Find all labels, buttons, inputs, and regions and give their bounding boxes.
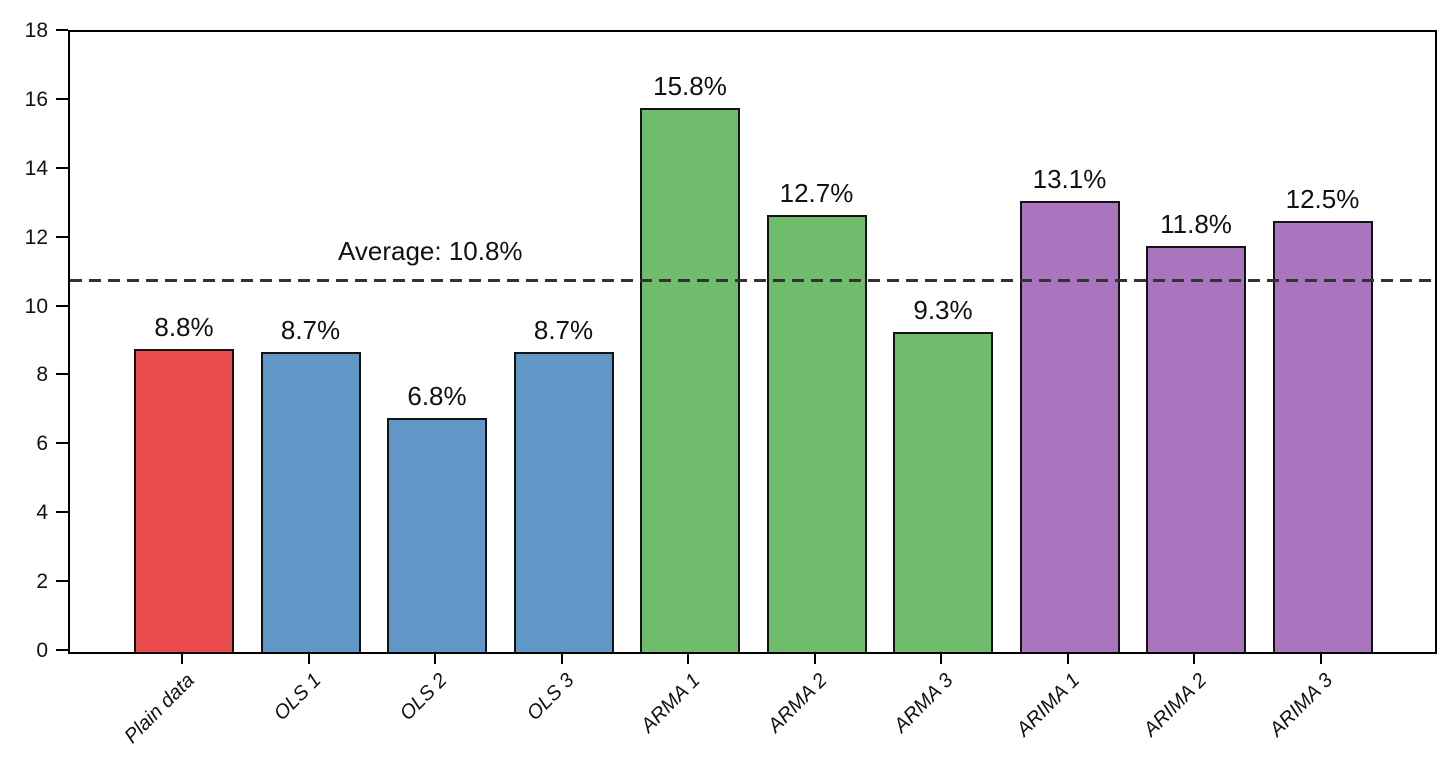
y-axis-tick	[56, 304, 68, 307]
x-axis-tick	[687, 652, 689, 664]
x-axis-tick	[1319, 652, 1322, 664]
y-axis-tick	[56, 235, 68, 238]
x-axis-category-label: ARIMA 2	[1139, 669, 1211, 741]
y-axis-tick-label: 14	[24, 156, 48, 180]
y-axis-tick	[56, 580, 68, 583]
y-axis-tick-label: 18	[24, 19, 48, 42]
y-axis-tick-label: 6	[36, 432, 48, 456]
bar-arma-2	[766, 214, 867, 652]
y-axis-tick-label: 10	[24, 294, 48, 318]
bar-ols-1	[260, 352, 361, 652]
x-axis-tick	[940, 652, 942, 664]
bar-value-label: 8.8%	[154, 311, 214, 342]
x-axis-category-label: Plain data	[120, 669, 199, 748]
bar-value-label: 11.8%	[1160, 208, 1232, 239]
x-axis-tick	[181, 652, 183, 664]
bar-value-label: 8.7%	[533, 315, 594, 346]
bar-arma-3	[893, 331, 993, 652]
x-axis-category-label: ARMA 1	[637, 669, 705, 737]
bar-ols-2	[387, 417, 487, 652]
x-axis-category-label: ARMA 2	[763, 669, 832, 737]
y-axis-tick-label: 4	[36, 501, 48, 525]
average-line	[70, 278, 1435, 282]
y-axis-tick-label: 8	[36, 363, 48, 387]
bar-value-label: 13.1%	[1032, 163, 1107, 194]
y-axis-tick	[56, 511, 68, 514]
y-axis-tick	[56, 649, 68, 651]
bar-plain-data	[134, 348, 234, 652]
x-axis-category-label: ARIMA 1	[1012, 669, 1085, 741]
x-axis-tick	[560, 652, 563, 664]
bar-value-label: 8.7%	[280, 315, 341, 346]
bar-value-label: 6.8%	[407, 380, 467, 411]
bar-arma-1	[640, 107, 740, 652]
x-axis-category-label: ARMA 3	[890, 669, 958, 737]
bar-ols-3	[513, 352, 614, 652]
y-axis-tick	[56, 373, 68, 376]
bar-arima-2	[1146, 245, 1246, 652]
bar-arima-1	[1019, 200, 1120, 652]
bar-arima-3	[1272, 221, 1373, 652]
x-axis-tick	[1066, 652, 1069, 664]
y-axis-tick-label: 16	[24, 87, 48, 111]
x-axis-tick	[813, 652, 816, 664]
x-axis-category-label: OLS 1	[269, 669, 326, 725]
y-axis-tick	[56, 29, 68, 31]
x-axis-category-label: ARIMA 3	[1265, 669, 1338, 741]
bar-value-label: 12.5%	[1285, 184, 1360, 215]
bar-value-label: 9.3%	[913, 294, 973, 325]
y-axis-tick-label: 2	[36, 570, 48, 594]
x-axis-category-label: OLS 3	[522, 669, 579, 725]
x-axis-tick	[434, 652, 436, 664]
x-axis-tick	[307, 652, 310, 664]
bar-value-label: 12.7%	[779, 177, 854, 208]
average-line-label: Average: 10.8%	[338, 236, 523, 266]
x-axis-tick	[1193, 652, 1195, 664]
y-axis-tick	[56, 166, 68, 169]
y-axis-tick	[56, 442, 68, 445]
y-axis-tick	[56, 97, 68, 100]
y-axis-tick-label: 12	[24, 225, 48, 249]
y-axis-tick-label: 0	[36, 639, 48, 662]
x-axis-category-label: OLS 2	[396, 669, 452, 725]
plot-area: 8.8% 8.7% 6.8% 8.7% 15.8% 12.7% 9.3% 13.1% 11.8%…	[68, 30, 1437, 654]
bar-value-label: 15.8%	[653, 70, 727, 101]
